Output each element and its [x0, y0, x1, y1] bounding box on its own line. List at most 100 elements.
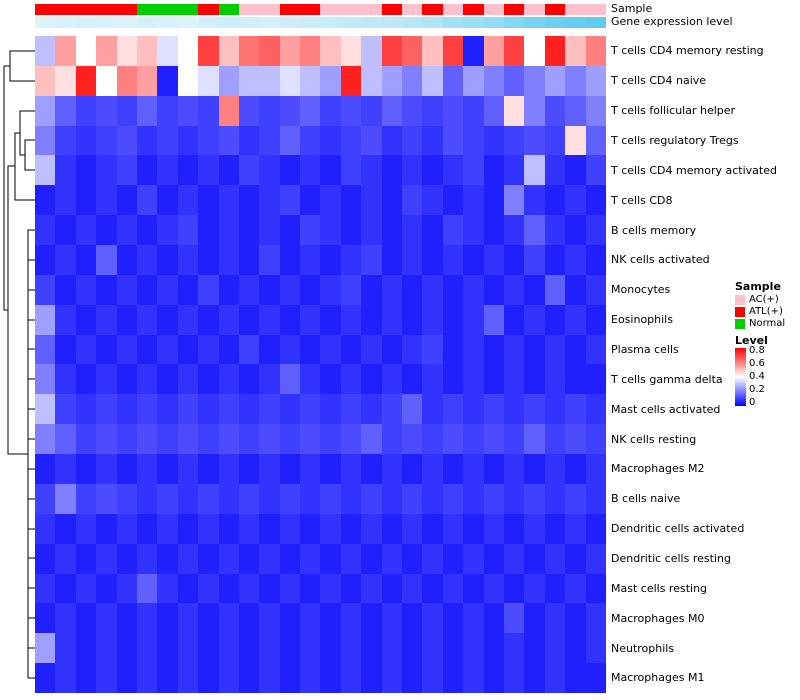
heatmap-cell	[96, 364, 117, 395]
heatmap-cell	[422, 185, 443, 216]
heatmap-cell	[238, 663, 260, 693]
heatmap-cell	[402, 304, 423, 335]
heatmap-cell	[198, 65, 219, 96]
sample-annotation-cell	[198, 4, 219, 15]
heatmap-cell	[279, 155, 301, 186]
heatmap-cell	[381, 274, 403, 305]
heatmap-cell	[35, 36, 56, 66]
heatmap-cell	[442, 155, 464, 186]
heatmap-cell	[402, 424, 423, 455]
heatmap-cell	[361, 424, 382, 455]
heatmap-cell	[35, 65, 56, 96]
heatmap-cell	[198, 513, 219, 544]
heatmap-cell	[198, 573, 219, 604]
sample-annotation-cell	[483, 4, 504, 15]
gene-expression-annotation-cell	[442, 17, 464, 28]
heatmap-cell	[75, 155, 97, 186]
heatmap-cell	[504, 274, 525, 305]
heatmap-cell	[565, 483, 586, 514]
heatmap-cell	[483, 573, 505, 604]
heatmap-cell	[381, 334, 403, 365]
heatmap-cell	[136, 155, 158, 186]
heatmap-cell	[259, 215, 280, 246]
heatmap-cell	[198, 125, 219, 156]
sample-annotation-cell	[361, 4, 382, 15]
heatmap-cell	[381, 483, 403, 514]
gene-expression-annotation-cell	[361, 17, 382, 28]
heatmap-cell	[442, 603, 464, 634]
legend-sample-entry: Normal	[735, 318, 785, 329]
gene-expression-annotation-cell	[503, 17, 525, 28]
heatmap-cell	[483, 65, 505, 96]
row-label: T cells follicular helper	[611, 104, 736, 118]
gene-expression-annotation-label: Gene expression level	[611, 15, 733, 28]
heatmap-cell	[402, 215, 423, 246]
heatmap-cell	[463, 274, 484, 305]
heatmap-cell	[157, 125, 178, 156]
heatmap-cell	[218, 65, 239, 96]
heatmap-cell	[279, 215, 301, 246]
heatmap-cell	[402, 36, 423, 66]
heatmap-cell	[361, 36, 382, 66]
heatmap-cell	[279, 543, 301, 574]
heatmap-cell	[300, 155, 321, 186]
heatmap-cell	[136, 543, 158, 574]
heatmap-cell	[279, 36, 301, 66]
heatmap-cell	[483, 424, 505, 455]
heatmap-cell	[218, 633, 239, 664]
heatmap-cell	[177, 304, 199, 335]
heatmap-cell	[157, 245, 178, 275]
row-label: Mast cells resting	[611, 581, 708, 595]
heatmap-cell	[544, 185, 566, 216]
heatmap-cell	[35, 543, 56, 574]
heatmap-cell	[463, 603, 484, 634]
gene-expression-annotation-cell	[136, 17, 158, 28]
heatmap-cell	[524, 394, 545, 425]
heatmap-cell	[544, 633, 566, 664]
heatmap-cell	[116, 394, 137, 425]
heatmap-cell	[402, 633, 423, 664]
heatmap-cell	[238, 424, 260, 455]
heatmap-cell	[218, 424, 239, 455]
gene-expression-annotation-cell	[381, 17, 403, 28]
heatmap-cell	[300, 215, 321, 246]
heatmap-cell	[442, 95, 464, 126]
heatmap-cell	[463, 36, 484, 66]
heatmap-cell	[136, 633, 158, 664]
heatmap-cell	[300, 304, 321, 335]
heatmap-cell	[75, 394, 97, 425]
heatmap-cell	[442, 454, 464, 484]
heatmap-cell	[96, 603, 117, 634]
heatmap-cell	[75, 603, 97, 634]
heatmap-cell	[483, 36, 505, 66]
heatmap-cell	[96, 155, 117, 186]
heatmap-cell	[320, 125, 341, 156]
row-label: T cells gamma delta	[611, 372, 723, 386]
heatmap-cell	[35, 513, 56, 544]
heatmap-cell	[585, 65, 606, 96]
heatmap-cell	[320, 334, 341, 365]
heatmap-cell	[55, 274, 76, 305]
heatmap-cell	[96, 454, 117, 484]
heatmap-cell	[218, 304, 239, 335]
heatmap-cell	[463, 334, 484, 365]
heatmap-cell	[565, 573, 586, 604]
gene-expression-annotation-cell	[544, 17, 566, 28]
heatmap-cell	[177, 394, 199, 425]
heatmap-cell	[422, 394, 443, 425]
heatmap-cell	[422, 274, 443, 305]
heatmap-cell	[198, 633, 219, 664]
gene-expression-annotation-cell	[320, 17, 341, 28]
heatmap-cell	[238, 633, 260, 664]
heatmap-cell	[198, 95, 219, 126]
heatmap-cell	[585, 573, 606, 604]
heatmap-cell	[422, 215, 443, 246]
heatmap-cell	[544, 125, 566, 156]
heatmap-cell	[218, 185, 239, 216]
heatmap-cell	[198, 454, 219, 484]
row-label: Dendritic cells resting	[611, 552, 731, 566]
row-label: NK cells resting	[611, 432, 697, 446]
heatmap-cell	[361, 274, 382, 305]
heatmap-cell	[96, 65, 117, 96]
heatmap-cell	[136, 573, 158, 604]
